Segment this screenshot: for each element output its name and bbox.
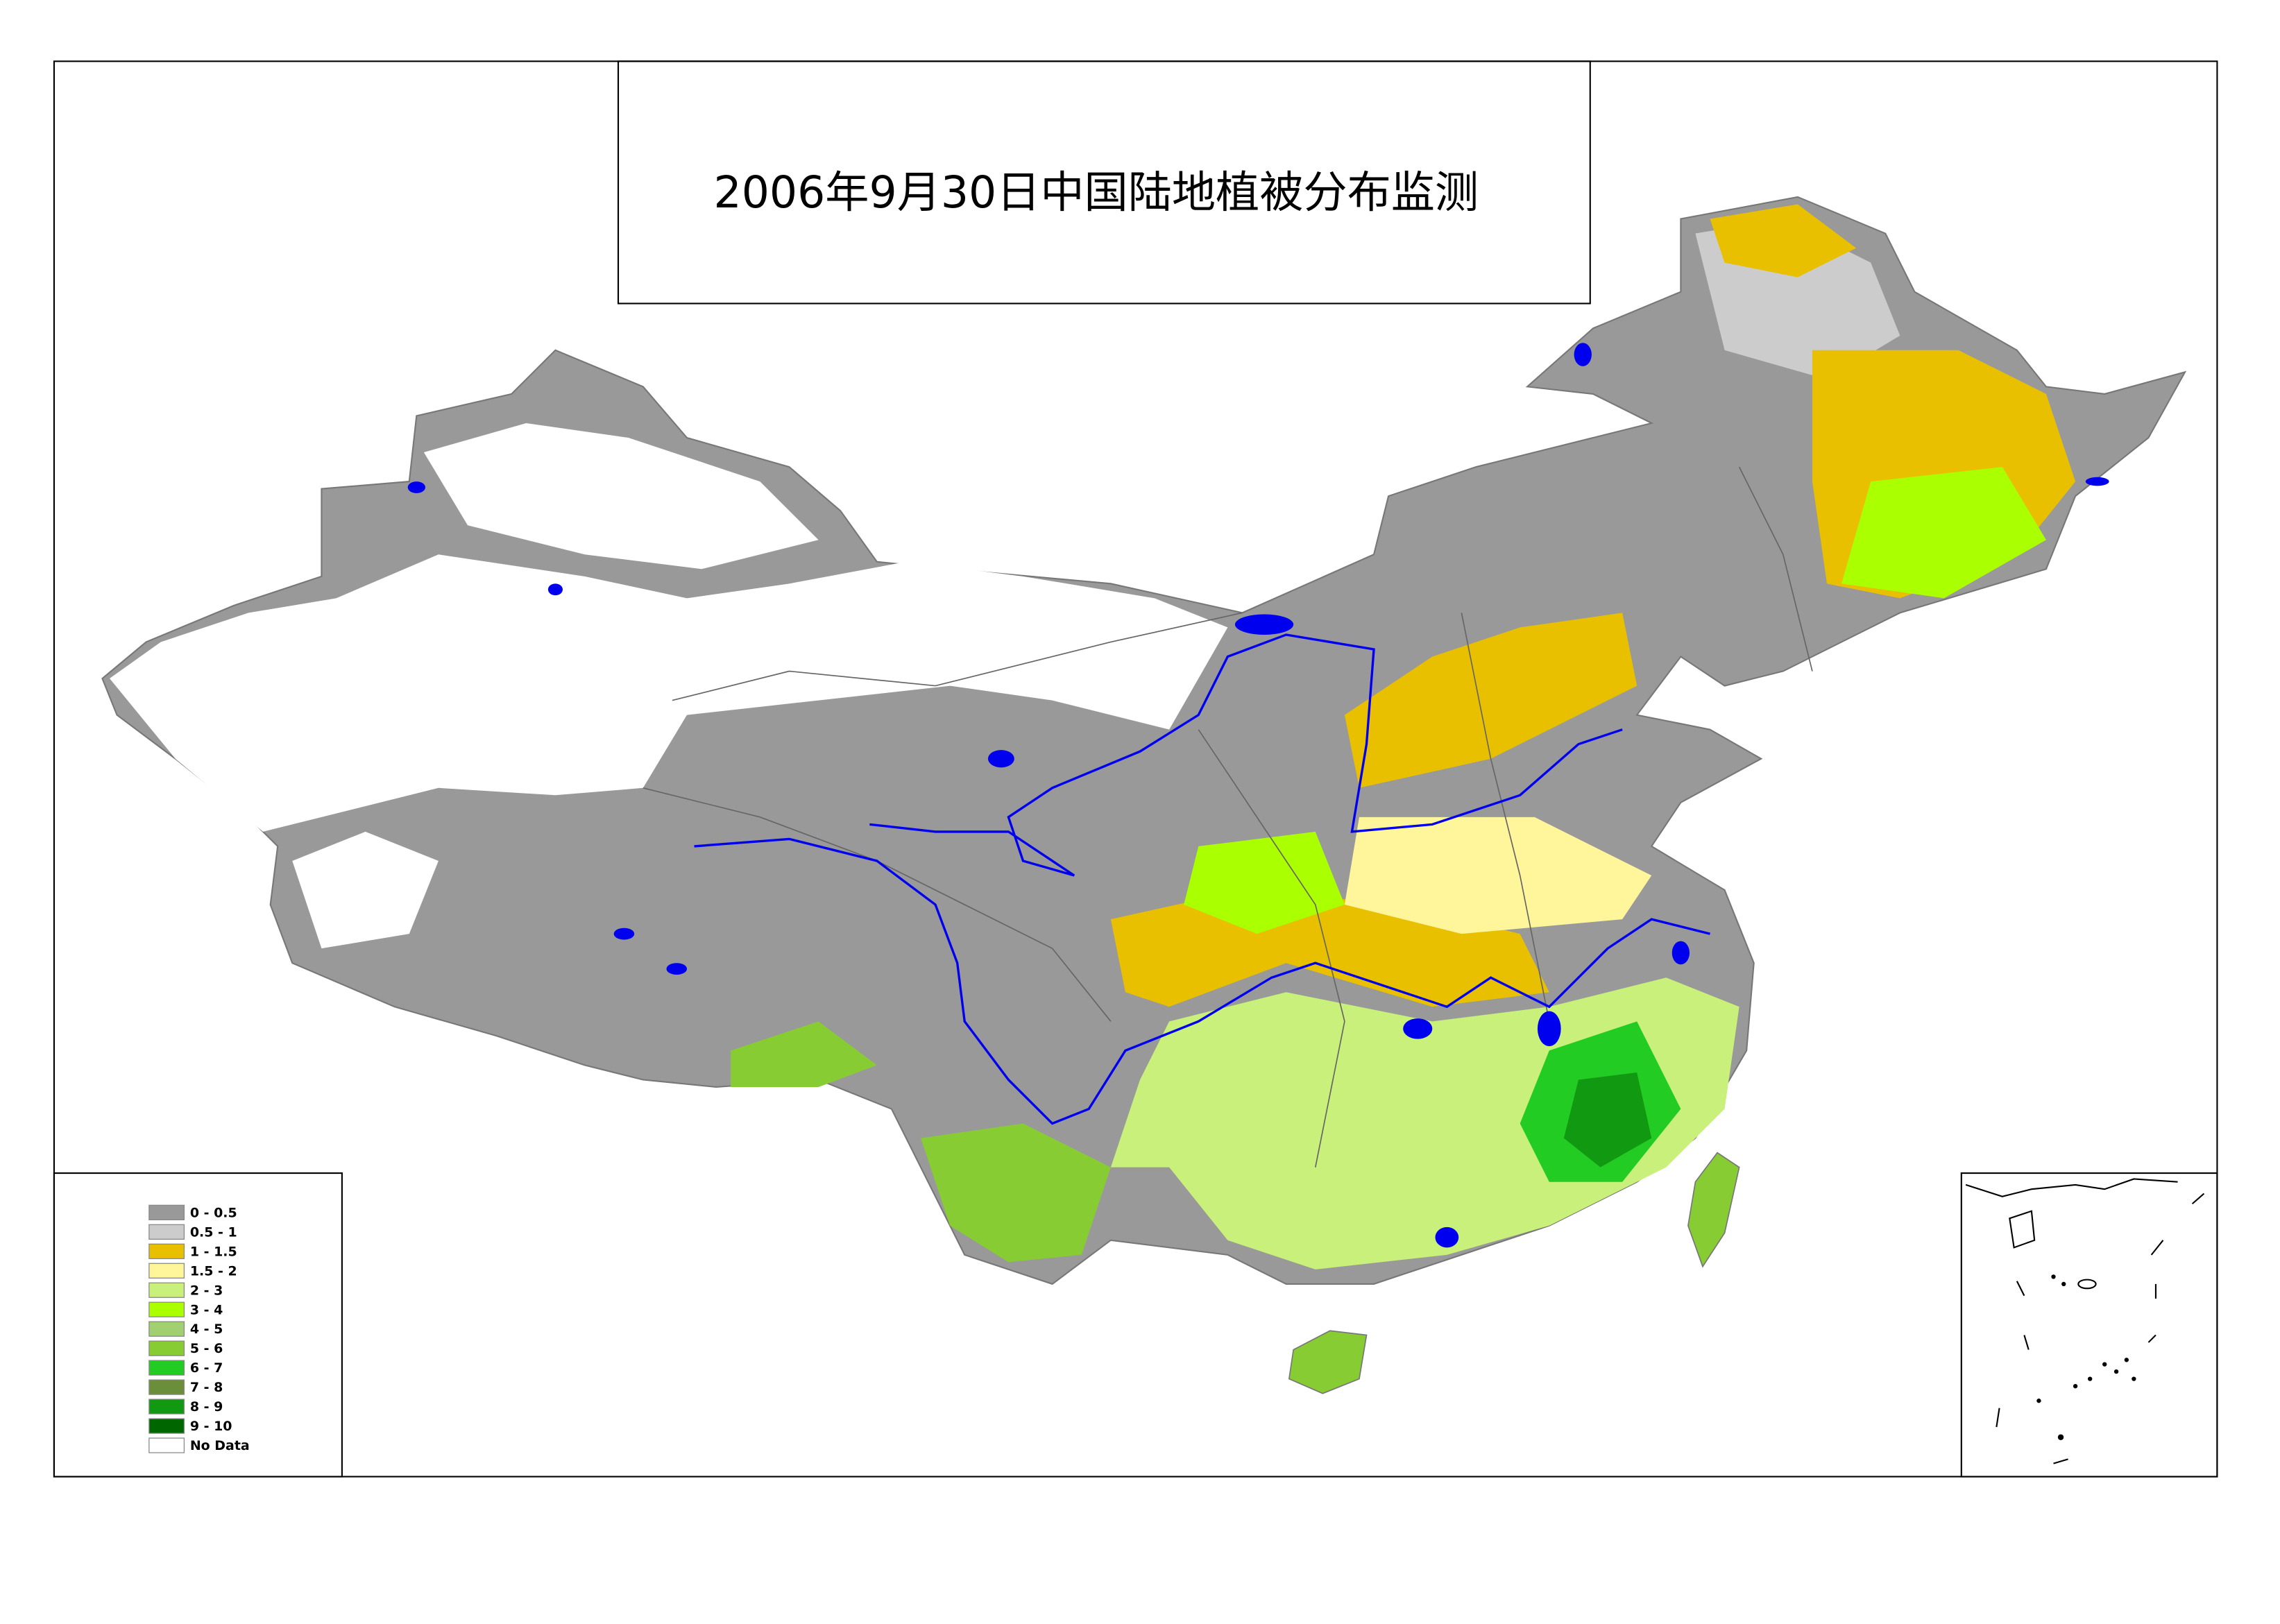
legend-swatch [148,1224,185,1240]
inset-map [1965,1178,2205,1464]
legend-label: 7 - 8 [190,1380,223,1395]
legend-label: 4 - 5 [190,1322,223,1337]
legend-swatch [148,1282,185,1298]
inset-box [1960,1172,2218,1478]
legend-swatch [148,1204,185,1221]
lake [987,750,1014,768]
legend-swatch [148,1418,185,1434]
inset-dot [2057,1434,2064,1440]
inset-dash [2147,1334,2156,1343]
border [1198,729,1345,1168]
taiwan [1687,1152,1740,1268]
legend-label: 3 - 4 [190,1302,223,1317]
inset-dash [2150,1240,2164,1256]
border [1738,466,1813,672]
vegetation-region [1344,613,1637,788]
legend-label: 0.5 - 1 [190,1224,237,1240]
inset-dot [2036,1399,2041,1403]
no-data-region [292,831,439,949]
inset-dot [2132,1376,2136,1381]
border [672,612,1243,701]
title-box [617,60,1591,305]
legend-label: 2 - 3 [190,1283,223,1298]
inset-dot [2124,1358,2129,1362]
inset-dash [2023,1335,2030,1350]
legend-swatch [148,1263,185,1279]
legend-swatch [148,1301,185,1317]
legend-label: 9 - 10 [190,1419,232,1434]
vegetation-region [1563,1072,1652,1168]
inset-dash [1996,1408,2000,1428]
inset-dash [2191,1193,2205,1205]
inset-dot [2073,1384,2078,1389]
inset-coast [1965,1178,2178,1197]
legend-label: 1 - 1.5 [190,1244,237,1259]
vegetation-region [731,1021,877,1087]
lake [547,583,563,596]
legend-swatch [148,1340,185,1356]
inset-dash [2016,1281,2025,1297]
lake [1537,1011,1561,1047]
lake [666,963,688,975]
inset-dot [2061,1281,2066,1287]
legend-label: 6 - 7 [190,1360,223,1376]
lake [1403,1018,1433,1039]
border [643,787,1112,1022]
legend-box [53,1172,343,1478]
legend-swatch [148,1243,185,1259]
lake [1671,941,1690,965]
lake [1234,614,1294,635]
legend-swatch [148,1437,185,1453]
lake [1574,343,1592,366]
vegetation-region [1184,831,1345,934]
legend: 0 - 0.5 0.5 - 1 1 - 1.5 1.5 - 2 2 - 3 3 - 4 4 … [148,1204,250,1453]
vegetation-region [1841,467,2046,599]
legend-swatch [148,1321,185,1337]
lake [1435,1226,1459,1248]
legend-label: 1.5 - 2 [190,1263,237,1279]
inset-dot [2113,1369,2119,1374]
no-data-region [109,554,1228,832]
inset-dot [2051,1274,2056,1279]
border [1461,613,1550,1022]
inset-dots [2036,1274,2136,1440]
inset-dot [2102,1362,2107,1367]
legend-label: 0 - 0.5 [190,1205,237,1220]
inset-dot [2088,1376,2093,1381]
vegetation-region [921,1123,1111,1263]
legend-label: 8 - 9 [190,1399,223,1414]
legend-swatch [148,1379,185,1395]
inset-island [2077,1279,2097,1290]
lake [613,928,635,940]
legend-swatch [148,1360,185,1376]
vegetation-region [1344,817,1652,934]
legend-swatch [148,1399,185,1414]
vegetation-region [1710,204,1857,277]
legend-label: 5 - 6 [190,1341,223,1356]
lake [407,481,425,493]
map-title: 2006年9月30日中国陆地植被分布监测 [714,166,1479,218]
yellow-river [869,633,1623,877]
hainan [1288,1330,1368,1394]
inset-dash [2053,1458,2068,1464]
lake [2085,477,2109,486]
yangtze-river [694,837,1710,1125]
inset-island [2009,1210,2036,1249]
legend-label: No Data [190,1438,250,1453]
no-data-region [423,422,819,570]
